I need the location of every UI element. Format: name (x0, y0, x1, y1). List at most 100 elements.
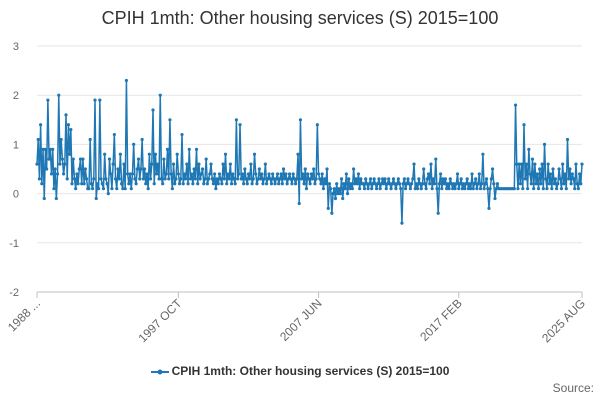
data-point[interactable] (231, 172, 235, 176)
data-point[interactable] (309, 172, 313, 176)
data-point[interactable] (215, 177, 219, 181)
data-point[interactable] (176, 172, 180, 176)
data-point[interactable] (263, 162, 267, 166)
data-point[interactable] (315, 123, 319, 127)
data-point[interactable] (76, 182, 80, 186)
data-point[interactable] (308, 182, 312, 186)
data-point[interactable] (144, 182, 148, 186)
data-point[interactable] (470, 172, 474, 176)
data-point[interactable] (394, 187, 398, 191)
data-point[interactable] (64, 113, 68, 117)
data-point[interactable] (544, 177, 548, 181)
data-point[interactable] (123, 187, 127, 191)
data-point[interactable] (209, 162, 213, 166)
data-point[interactable] (542, 142, 547, 146)
data-point[interactable] (258, 177, 263, 181)
data-point[interactable] (106, 192, 110, 196)
data-point[interactable] (45, 167, 49, 171)
data-point[interactable] (521, 187, 525, 191)
data-point[interactable] (425, 177, 429, 181)
data-point[interactable] (210, 177, 214, 181)
data-point[interactable] (198, 177, 202, 181)
data-point[interactable] (335, 182, 339, 186)
data-point[interactable] (476, 182, 480, 186)
data-point[interactable] (353, 182, 357, 186)
data-point[interactable] (229, 182, 234, 186)
data-point[interactable] (286, 177, 290, 181)
data-point[interactable] (371, 182, 375, 186)
data-point[interactable] (139, 167, 143, 171)
data-point[interactable] (66, 123, 71, 127)
data-point[interactable] (414, 182, 419, 186)
data-point[interactable] (179, 177, 183, 181)
data-point[interactable] (297, 201, 301, 206)
data-point[interactable] (417, 177, 421, 181)
data-point[interactable] (184, 177, 188, 181)
data-point[interactable] (464, 182, 468, 186)
data-point[interactable] (381, 177, 385, 181)
data-point[interactable] (203, 177, 207, 181)
data-point[interactable] (98, 98, 102, 102)
data-point[interactable] (352, 167, 356, 171)
data-point[interactable] (358, 187, 362, 191)
data-point[interactable] (100, 182, 104, 186)
data-point[interactable] (492, 182, 496, 186)
data-point[interactable] (151, 108, 155, 112)
data-point[interactable] (339, 177, 344, 181)
data-point[interactable] (568, 167, 572, 171)
data-point[interactable] (555, 187, 559, 191)
data-point[interactable] (430, 187, 434, 191)
data-point[interactable] (42, 196, 46, 201)
data-point[interactable] (361, 182, 365, 186)
data-point[interactable] (391, 177, 396, 181)
data-point[interactable] (92, 177, 96, 181)
data-point[interactable] (517, 162, 521, 166)
data-point[interactable] (463, 187, 467, 191)
data-point[interactable] (239, 177, 243, 181)
data-point[interactable] (112, 132, 116, 137)
data-point[interactable] (81, 157, 85, 161)
data-point[interactable] (446, 182, 450, 186)
data-point[interactable] (152, 182, 156, 186)
data-point[interactable] (220, 182, 224, 186)
data-point[interactable] (460, 187, 464, 191)
data-point[interactable] (115, 187, 119, 191)
data-point[interactable] (330, 211, 334, 215)
data-point[interactable] (165, 147, 170, 151)
data-point[interactable] (452, 182, 456, 186)
data-point[interactable] (567, 177, 571, 181)
data-point[interactable] (471, 187, 475, 191)
data-point[interactable] (307, 177, 311, 181)
data-point[interactable] (119, 182, 124, 186)
data-point[interactable] (186, 182, 190, 186)
data-point[interactable] (457, 187, 461, 191)
data-point[interactable] (169, 172, 173, 176)
data-point[interactable] (46, 98, 50, 102)
data-point[interactable] (275, 172, 280, 176)
data-point[interactable] (356, 172, 361, 176)
data-point[interactable] (327, 182, 332, 186)
data-point[interactable] (575, 182, 579, 186)
data-point[interactable] (370, 187, 374, 191)
data-point[interactable] (111, 162, 115, 166)
data-point[interactable] (219, 177, 223, 181)
data-point[interactable] (113, 177, 118, 181)
data-point[interactable] (523, 177, 527, 181)
data-point[interactable] (147, 152, 151, 156)
data-point[interactable] (534, 182, 538, 186)
data-point[interactable] (441, 177, 445, 181)
data-point[interactable] (185, 162, 189, 166)
data-point[interactable] (130, 172, 135, 176)
data-point[interactable] (252, 152, 257, 156)
data-point[interactable] (326, 206, 330, 210)
data-point[interactable] (419, 187, 423, 191)
data-point[interactable] (573, 187, 577, 191)
data-point[interactable] (187, 147, 191, 151)
data-point[interactable] (313, 182, 317, 186)
data-point[interactable] (117, 177, 121, 181)
data-point[interactable] (71, 157, 75, 161)
data-point[interactable] (487, 206, 491, 210)
data-point[interactable] (527, 147, 531, 151)
data-point[interactable] (104, 177, 108, 181)
data-point[interactable] (278, 177, 282, 181)
